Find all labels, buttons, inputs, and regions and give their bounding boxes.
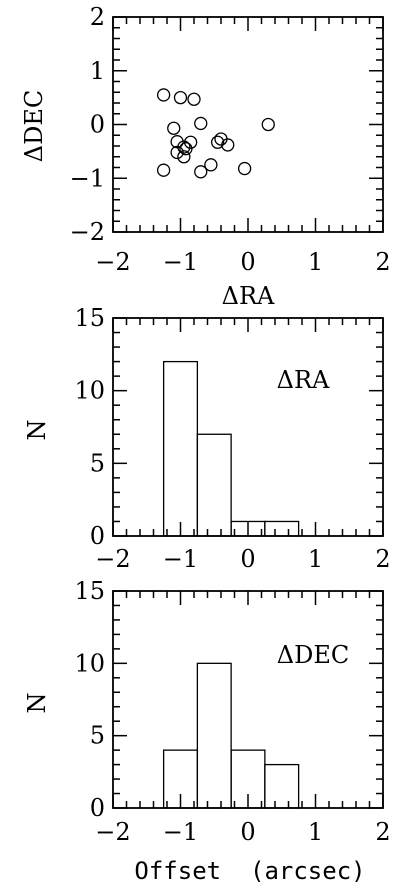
dec-histogram-bar [196, 662, 232, 809]
ra-histogram-y-axis-label: N [23, 420, 51, 441]
scatter-x-tick-label: −1 [163, 248, 198, 276]
dec-histogram-x-tick-label: −2 [95, 818, 130, 846]
dec-histogram-x-tick-label: 0 [240, 818, 255, 846]
dec-histogram-bar [264, 763, 300, 809]
dec-histogram-frame [112, 590, 384, 809]
dec-histogram-y-tick-label: 5 [90, 722, 105, 750]
ra-histogram-y-tick-labels: 0 5 10 15 [74, 304, 105, 550]
scatter-points [156, 88, 275, 179]
scatter-x-tick-label: −2 [95, 248, 130, 276]
dec-histogram-ticks [112, 590, 384, 809]
scatter-point [156, 88, 171, 102]
dec-histogram-annotation: ΔDEC [277, 641, 349, 669]
scatter-x-tick-labels: −2 −1 0 1 2 [95, 248, 390, 276]
dec-histogram-y-tick-labels: 0 5 10 15 [74, 577, 105, 822]
dec-histogram-x-axis-label: Offset (arcsec) [134, 857, 365, 885]
dec-histogram-y-axis-label: N [23, 693, 51, 714]
scatter-y-tick-label: 0 [90, 111, 105, 139]
scatter-point [261, 117, 275, 132]
dec-histogram-x-tick-label: 1 [308, 818, 323, 846]
scatter-point [173, 90, 188, 105]
ra-histogram-ticks [112, 317, 384, 537]
ra-histogram-y-tick-label: 5 [90, 449, 105, 477]
ra-histogram-y-tick-label: 10 [74, 377, 105, 405]
scatter-x-tick-label: 2 [375, 248, 390, 276]
ra-histogram-bar [196, 433, 232, 537]
ra-histogram-bar [264, 520, 300, 537]
scatter-x-axis-label: ΔRA [222, 282, 275, 310]
scatter-ticks [112, 16, 384, 233]
ra-histogram-frame [112, 317, 384, 537]
scatter-x-tick-label: 0 [240, 248, 255, 276]
scatter-y-tick-label: −2 [70, 218, 105, 246]
ra-histogram-y-tick-label: 15 [74, 304, 105, 332]
scatter-point [221, 138, 235, 152]
scatter-point [156, 163, 171, 177]
scatter-x-tick-label: 1 [308, 248, 323, 276]
ra-histogram-panel: −2 −1 0 1 2 0 5 10 15 ΔRA N [23, 304, 391, 573]
dec-histogram-x-tick-labels: −2 −1 0 1 2 [95, 818, 390, 846]
ra-histogram-annotation: ΔRA [277, 366, 330, 394]
ra-histogram-x-tick-label: 2 [375, 545, 390, 573]
scatter-y-tick-label: 1 [90, 57, 105, 85]
scatter-y-tick-label: −1 [70, 164, 105, 192]
scatter-point [177, 150, 191, 164]
dec-histogram-x-tick-label: −1 [163, 818, 198, 846]
ra-histogram-bars [162, 360, 300, 537]
scatter-panel: −2 −1 0 1 2 −2 −1 0 1 2 ΔRA ΔDEC [20, 3, 391, 310]
ra-histogram-y-tick-label: 0 [90, 522, 105, 550]
dec-histogram-y-tick-label: 10 [74, 649, 105, 677]
scatter-y-tick-label: 2 [90, 3, 105, 31]
dec-histogram-bars [162, 662, 300, 809]
ra-histogram-x-tick-label: −2 [95, 545, 130, 573]
scatter-y-axis-label: ΔDEC [20, 90, 48, 162]
dec-histogram-panel: −2 −1 0 1 2 0 5 10 15 ΔDEC N Offset (arcsec) [23, 577, 391, 885]
scatter-point [167, 121, 181, 135]
scatter-point [237, 161, 252, 176]
ra-histogram-bar [162, 360, 199, 537]
scatter-point [187, 92, 201, 106]
scatter-frame [112, 16, 384, 233]
ra-histogram-x-tick-labels: −2 −1 0 1 2 [95, 545, 390, 573]
dec-histogram-y-tick-label: 15 [74, 577, 105, 605]
ra-histogram-x-tick-label: 1 [308, 545, 323, 573]
scatter-point [170, 145, 184, 160]
dec-histogram-y-tick-label: 0 [90, 794, 105, 822]
dec-histogram-x-tick-label: 2 [375, 818, 390, 846]
scatter-point [194, 165, 208, 179]
ra-histogram-x-tick-label: 0 [240, 545, 255, 573]
ra-histogram-x-tick-label: −1 [163, 545, 198, 573]
scatter-point [179, 142, 193, 156]
scatter-point [194, 116, 208, 131]
scatter-y-tick-labels: −2 −1 0 1 2 [70, 3, 105, 246]
scatter-point [204, 158, 218, 172]
scatter-point [210, 135, 225, 149]
